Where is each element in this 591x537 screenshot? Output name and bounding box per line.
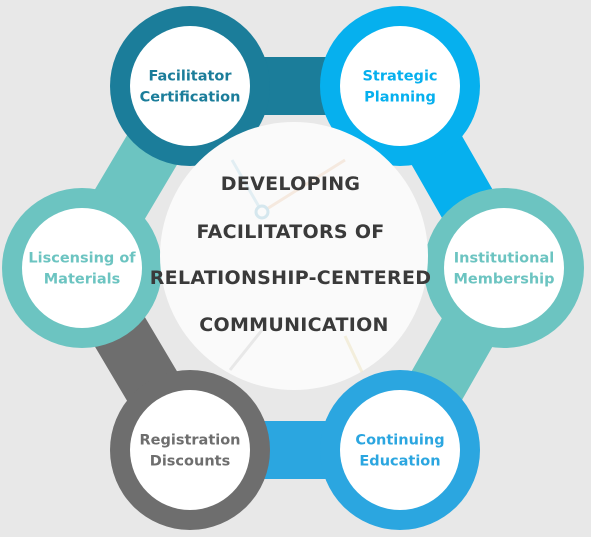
hub-decor (228, 158, 364, 373)
node-continuing-education: Continuing Education (320, 370, 480, 530)
hub-decor-node (254, 204, 270, 220)
center-hub: DEVELOPING FACILITATORS OF RELATIONSHIP-… (150, 122, 439, 390)
node-registration-discounts: Registration Discounts (110, 370, 270, 530)
node-label-line: Materials (44, 272, 121, 288)
node-strategic-planning: Strategic Planning (320, 6, 480, 166)
node-inner-liscensing-of-materials (22, 208, 142, 328)
hub-decor-line (343, 335, 364, 373)
node-label-registration-discounts: Registration Discounts (139, 433, 240, 470)
node-label-line: Education (359, 454, 440, 470)
hub-decor-line (228, 329, 264, 371)
node-label-continuing-education: Continuing Education (355, 433, 444, 470)
hub-decor-line (230, 159, 264, 213)
node-inner-facilitator-certification (130, 26, 250, 146)
node-label-line: Planning (364, 90, 436, 106)
node-inner-strategic-planning (340, 26, 460, 146)
node-label-line: Liscensing of (28, 251, 136, 267)
center-title-line-1: DEVELOPING (221, 173, 361, 195)
center-title-line-2: FACILITATORS OF (196, 221, 384, 243)
node-label-line: Continuing (355, 433, 444, 449)
node-label-line: Facilitator (148, 69, 232, 85)
center-title-line-3: RELATIONSHIP-CENTERED (150, 267, 432, 289)
node-label-line: Strategic (362, 69, 437, 85)
node-label-line: Registration (139, 433, 240, 449)
node-label-institutional-membership: Institutional Membership (453, 251, 554, 288)
node-label-liscensing-of-materials: Liscensing of Materials (28, 251, 136, 288)
node-label-line: Membership (453, 272, 554, 288)
node-inner-registration-discounts (130, 390, 250, 510)
node-inner-continuing-education (340, 390, 460, 510)
hub-decor-line (261, 158, 346, 214)
node-label-line: Institutional (454, 251, 554, 267)
node-label-line: Discounts (150, 454, 230, 470)
node-liscensing-of-materials: Liscensing of Materials (2, 188, 162, 348)
center-title-line-4: COMMUNICATION (199, 314, 388, 336)
node-rings: Facilitator Certification Strategic Plannin… (2, 6, 584, 530)
node-label-facilitator-certification: Facilitator Certification (140, 69, 241, 106)
center-title: DEVELOPING FACILITATORS OF RELATIONSHIP-… (150, 173, 439, 336)
node-inner-institutional-membership (444, 208, 564, 328)
center-hub-circle (160, 122, 428, 390)
node-label-strategic-planning: Strategic Planning (362, 69, 437, 106)
node-institutional-membership: Institutional Membership (424, 188, 584, 348)
node-facilitator-certification: Facilitator Certification (110, 6, 270, 166)
node-label-line: Certification (140, 90, 241, 106)
